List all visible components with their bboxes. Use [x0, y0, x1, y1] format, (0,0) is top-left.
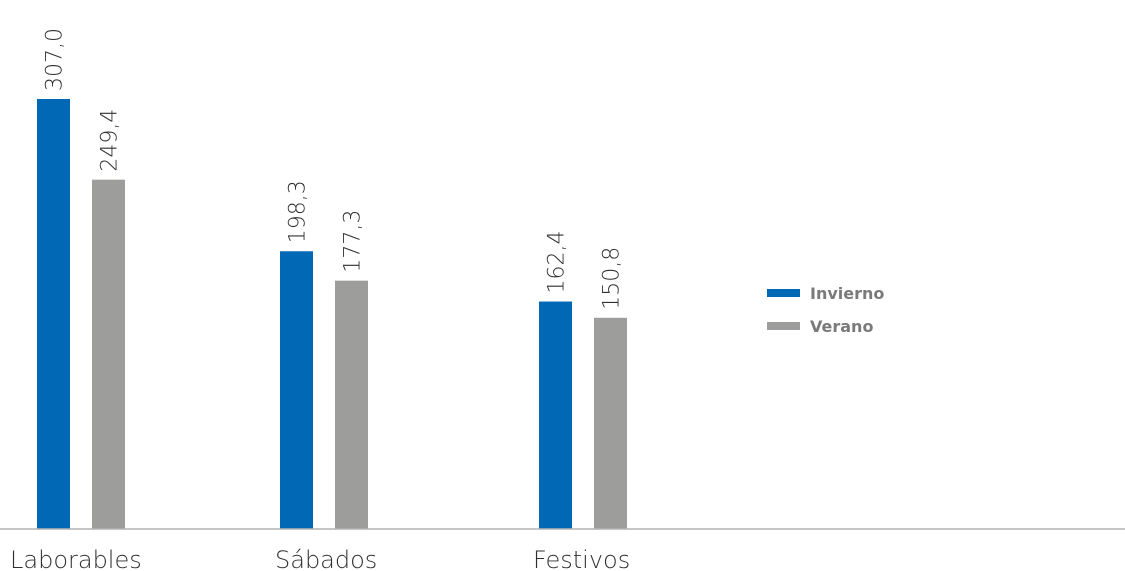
category-label-0: Laborables — [10, 546, 142, 571]
value-label-invierno-2: 162,4 — [545, 231, 570, 294]
bar-invierno-0 — [37, 99, 70, 529]
value-label-invierno-1: 198,3 — [286, 180, 311, 243]
bars-layer — [37, 99, 627, 530]
bar-verano-0 — [92, 179, 125, 529]
legend-label-verano: Verano — [810, 317, 873, 336]
bar-verano-1 — [335, 280, 368, 529]
legend: Invierno Verano — [767, 284, 884, 336]
bar-verano-2 — [594, 317, 627, 529]
category-label-2: Festivos — [533, 546, 630, 571]
legend-swatch-verano — [767, 322, 800, 330]
bar-invierno-1 — [280, 251, 313, 530]
value-label-invierno-0: 307,0 — [43, 28, 68, 91]
legend-label-invierno: Invierno — [810, 284, 884, 303]
value-label-verano-1: 177,3 — [341, 210, 366, 273]
value-label-verano-0: 249,4 — [98, 109, 123, 172]
category-label-1: Sábados — [275, 546, 377, 571]
bar-invierno-2 — [539, 301, 572, 529]
value-label-verano-2: 150,8 — [600, 247, 625, 310]
value-labels-layer: 307,0 198,3 162,4 249,4 177,3 150,8 — [43, 28, 625, 310]
category-labels-layer: Laborables Sábados Festivos — [10, 546, 630, 571]
legend-swatch-invierno — [767, 289, 800, 297]
